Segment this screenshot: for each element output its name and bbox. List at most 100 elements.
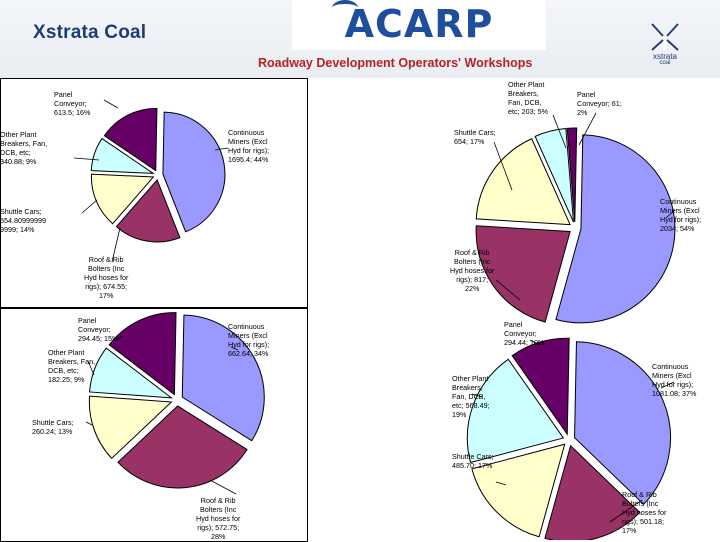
label-line: Conveyor; 61; — [577, 99, 622, 108]
pie-top-right-slice-other_plant — [534, 127, 575, 223]
pie-top-right-label-continuous: Continuous Miners (Excl Hyd for rigs); 2034… — [660, 197, 701, 233]
label-line: Breakers, — [508, 89, 539, 98]
pie-top-right-slice-continuous — [555, 134, 676, 324]
label-line: Bolters (Inc — [199, 505, 237, 514]
label-line: DCB, etc; — [48, 366, 79, 375]
label-line: 2% — [577, 108, 588, 117]
pie-bottom-right-leader-panel_conveyor — [529, 339, 541, 346]
label-line: Continuous — [660, 197, 697, 206]
label-line: Bolters (Inc — [622, 499, 659, 508]
pie-bottom-right-slice-panel_conveyor — [511, 337, 570, 436]
pie-bottom-right-slice-other_plant — [466, 358, 565, 464]
pie-top-left-label-roof_bolt: Roof & Rib Bolters (Inc Hyd hoses for rigs)… — [84, 255, 128, 300]
pie-bottom-right-slice-shuttle — [471, 443, 566, 538]
label-line: Roof & Rib — [622, 490, 657, 499]
pie-top-left-leader-roof_bolt — [111, 227, 121, 263]
pie-top-left-label-continuous: Continuous Miners (Excl Hyd for rigs); 1695… — [228, 128, 269, 164]
label-line: Hyd hoses for — [622, 508, 667, 517]
label-line: 554.80999999 — [0, 216, 46, 225]
label-line: Breakers, Fan, — [48, 357, 96, 366]
pie-bottom-left-leader-other_plant — [87, 360, 95, 376]
label-line: 1695.4; 44% — [228, 155, 269, 164]
pie-top-left-slice-roof_bolt — [115, 178, 181, 243]
label-line: Continuous — [228, 128, 265, 137]
slide-header: Xstrata Coal ACARP Roadway Development O… — [0, 0, 720, 78]
label-line: Bolters (Inc — [453, 257, 491, 266]
pie-top-left-slice-shuttle — [90, 173, 155, 225]
pie-bottom-right-leader-shuttle — [495, 481, 507, 486]
pie-top-left-slice-continuous — [162, 111, 226, 233]
pie-bottom-left-slice-shuttle — [88, 395, 173, 460]
pie-top-right-label-panel_conveyor: Panel Conveyor; 61; 2% — [577, 90, 622, 117]
label-line: 613.5; 16% — [54, 108, 91, 117]
label-line: 294.44; 10% — [504, 338, 545, 347]
xstrata-logo-icon — [651, 23, 679, 52]
label-line: rigs); 572.75; — [197, 523, 240, 532]
label-line: Hyd for rigs); — [228, 146, 270, 155]
pie-top-right-leader-shuttle — [493, 141, 513, 191]
pie-bottom-left-leader-panel_conveyor — [115, 335, 124, 341]
pie-top-right-label-shuttle: Shuttle Cars; 654; 17% — [454, 128, 496, 146]
label-line: 17% — [622, 526, 637, 535]
label-line: Bolters (Inc — [87, 264, 125, 273]
label-line: Hyd for rigs); — [228, 340, 270, 349]
pie-bottom-left-slice-other_plant — [89, 347, 174, 399]
label-line: Fan, DCB, — [508, 98, 542, 107]
label-line: Continuous — [228, 322, 265, 331]
label-line: 260.24; 13% — [32, 427, 73, 436]
label-line: Other Plant — [452, 374, 489, 383]
pie-bottom-left-label-shuttle: Shuttle Cars; 260.24; 13% — [32, 418, 74, 436]
pie-bottom-left-slice-panel_conveyor — [108, 312, 177, 396]
pie-bottom-right-slice-continuous — [574, 341, 672, 506]
pie-top-left-label-panel_conveyor: Panel Conveyor; 613.5; 16% — [54, 90, 90, 117]
xstrata-logo-subtext: coal — [659, 60, 671, 66]
label-line: Continuous — [652, 362, 689, 371]
label-line: Fan, DCB, — [452, 392, 486, 401]
label-line: rigs); 674.55; — [85, 282, 128, 291]
pie-top-left-slice-panel_conveyor — [103, 108, 158, 172]
pie-top-right-leader-continuous — [665, 209, 676, 219]
pie-bottom-left-label-continuous: Continuous Miners (Excl Hyd for rigs); 662.… — [228, 322, 269, 358]
label-line: Miners (Excl — [660, 206, 700, 215]
label-line: Hyd hoses for — [196, 514, 241, 523]
label-line: 182.25; 9% — [48, 375, 85, 384]
label-line: Other Plant — [508, 80, 545, 89]
label-line: 654; 17% — [454, 137, 485, 146]
label-line: Hyd for rigs); — [652, 380, 694, 389]
pie-top-left-leader-panel_conveyor — [103, 99, 119, 109]
label-line: 22% — [464, 284, 480, 293]
label-line: Panel — [54, 90, 73, 99]
label-line: 2034; 54% — [660, 224, 695, 233]
label-line: Other Plant — [0, 130, 37, 139]
label-line: Miners (Excl — [228, 137, 268, 146]
pie-bottom-right-label-continuous: Continuous Miners (Excl Hyd for rigs); 1081… — [652, 362, 696, 398]
label-line: Shuttle Cars; — [0, 207, 42, 216]
pie-bottom-right-leader-other_plant — [471, 393, 483, 398]
label-line: 340.88; 9% — [0, 157, 37, 166]
label-line: rigs); 501.18; — [622, 517, 664, 526]
acarp-swoosh-icon — [332, 0, 358, 16]
label-line: Conveyor; — [504, 329, 537, 338]
label-line: Miners (Excl — [228, 331, 268, 340]
label-line: Breakers, — [452, 383, 483, 392]
label-line: Conveyor; — [78, 325, 111, 334]
pie-bottom-right-label-roof_bolt: Roof & Rib Bolters (Inc Hyd hoses for rigs)… — [622, 490, 666, 535]
pie-top-right-slice-roof_bolt — [475, 225, 571, 323]
label-line: 294.45; 15% — [78, 334, 119, 343]
label-line: 19% — [452, 410, 467, 419]
acarp-logo: ACARP — [344, 2, 494, 46]
pie-bottom-left-slice-roof_bolt — [117, 405, 248, 489]
pie-top-left-leader-continuous — [214, 147, 229, 151]
label-line: DCB, etc; — [0, 148, 31, 157]
label-line: Hyd hoses for — [84, 273, 129, 282]
label-line: Hyd for rigs); — [660, 215, 702, 224]
acarp-logo-box: ACARP — [292, 0, 546, 50]
pie-bottom-right-label-shuttle: Shuttle Cars; 485.70; 17% — [452, 452, 494, 470]
label-line: 1081.08; 37% — [652, 389, 697, 398]
label-line: Shuttle Cars; — [454, 128, 496, 137]
label-line: Hyd hoses for — [450, 266, 495, 275]
pie-top-right-slice-panel_conveyor — [566, 127, 578, 223]
label-line: Roof & Rib — [454, 248, 490, 257]
pie-top-left-leader-other_plant — [73, 157, 100, 161]
